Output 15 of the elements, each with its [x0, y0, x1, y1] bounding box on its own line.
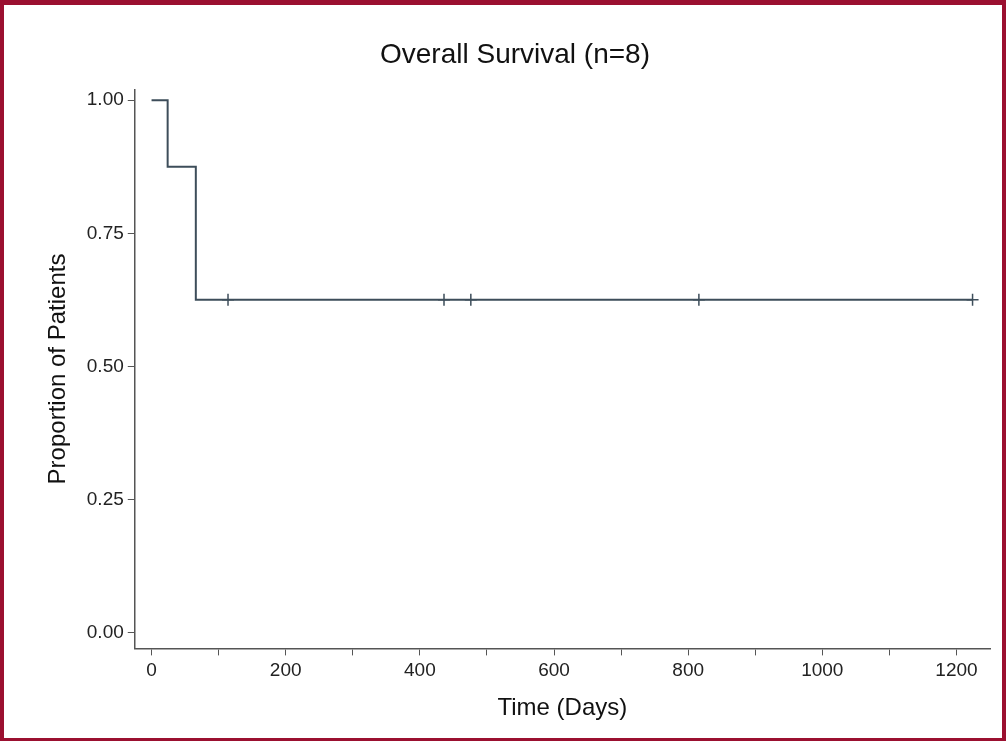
y-tick-label: 0.75: [86, 221, 124, 243]
y-tick-label: 0.00: [86, 620, 124, 642]
y-tick-label: 0.50: [86, 354, 124, 376]
x-tick-label: 1000: [801, 659, 844, 681]
x-tick-label: 1200: [935, 659, 978, 681]
x-tick-label: 0: [146, 659, 157, 681]
x-tick-label: 200: [269, 659, 302, 681]
y-axis-title: Proportion of Patients: [43, 253, 71, 485]
chart-title: Overall Survival (n=8): [380, 37, 650, 69]
x-axis-title: Time (Days): [497, 693, 628, 721]
x-tick-label: 400: [404, 659, 436, 681]
y-tick-label: 0.25: [86, 487, 124, 509]
x-tick-label: 600: [538, 659, 570, 681]
y-tick-label: 1.00: [86, 88, 124, 110]
x-tick-label: 800: [672, 659, 705, 681]
